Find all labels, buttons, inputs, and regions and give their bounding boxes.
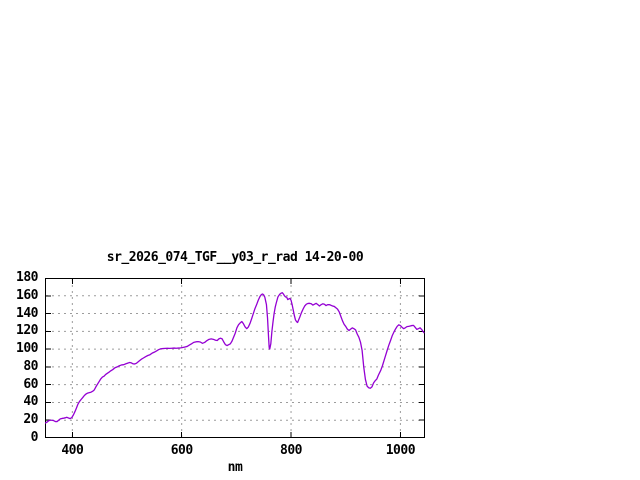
y-tick-label: 20 <box>23 412 38 428</box>
x-tick-label: 1000 <box>385 443 416 458</box>
y-tick-label: 40 <box>23 394 38 410</box>
y-tick-label: 140 <box>16 305 38 321</box>
x-tick-label: 600 <box>170 443 193 458</box>
y-tick-label: 0 <box>30 430 39 445</box>
plot-svg <box>45 278 425 438</box>
plot-area <box>45 278 425 438</box>
y-tick-label: 120 <box>16 323 38 339</box>
plot-border <box>45 278 425 438</box>
y-tick-label: 100 <box>16 341 38 357</box>
y-tick-label: 60 <box>23 376 38 392</box>
spectral-curve <box>45 292 425 424</box>
x-tick-label: 800 <box>280 443 303 458</box>
chart-title: sr_2026_074_TGF__y03_r_rad 14-20-00 <box>106 250 364 265</box>
x-tick-label: 400 <box>61 443 84 458</box>
y-tick-label: 180 <box>16 270 38 285</box>
x-axis-title: nm <box>227 460 243 475</box>
y-tick-label: 80 <box>23 358 38 374</box>
y-tick-label: 160 <box>16 287 38 303</box>
